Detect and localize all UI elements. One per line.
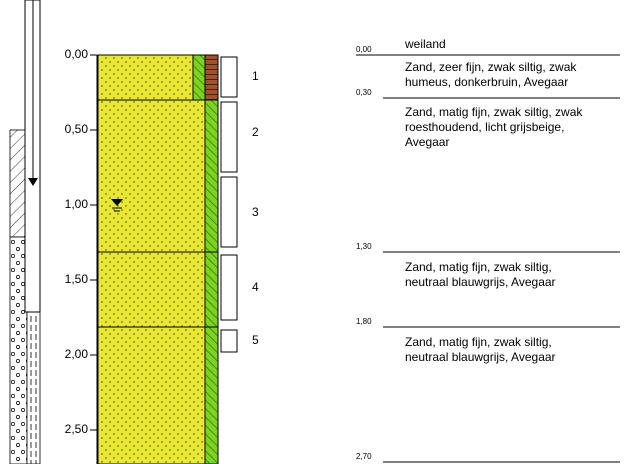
depth-label: 1,50 <box>65 272 89 286</box>
soil-column <box>98 55 218 464</box>
depth-label: 2,50 <box>65 422 89 436</box>
samples: 1 2 3 4 5 <box>221 57 259 352</box>
depth-label: 0,50 <box>65 122 89 136</box>
layer-text: Zand, matig fijn, zwak siltig, <box>405 260 552 274</box>
layer-depth: 1,80 <box>356 317 372 326</box>
layer-text: humeus, donkerbruin, Avegaar <box>405 75 568 89</box>
layer-text: neutraal blauwgrijs, Avegaar <box>405 275 556 289</box>
layer-text: neutraal blauwgrijs, Avegaar <box>405 350 556 364</box>
page: {"depth_axis": {"labels": ["0,00", "0,50… <box>0 0 624 464</box>
sample-label: 3 <box>252 205 259 219</box>
layer-text: Zand, zeer fijn, zwak siltig, zwak <box>405 60 577 74</box>
layer-text: Avegaar <box>405 135 449 149</box>
descriptions: 0,00 weiland Zand, zeer fijn, zwak silti… <box>356 37 620 462</box>
sample-label: 2 <box>252 125 259 139</box>
layer-depth: 2,70 <box>356 452 372 461</box>
layer-depth: 0,00 <box>356 45 372 54</box>
layer-text: Zand, matig fijn, zwak siltig, zwak <box>405 105 583 119</box>
depth-label: 0,00 <box>65 47 89 61</box>
layer-text: roesthoudend, licht grijsbeige, <box>405 120 564 134</box>
layer-text: weiland <box>404 37 446 51</box>
depth-axis: 0,00 0,50 1,00 1,50 2,00 2,50 <box>65 47 97 464</box>
well <box>10 0 40 464</box>
layer-depth: 1,30 <box>356 242 372 251</box>
sample-label: 5 <box>252 333 259 347</box>
sample-label: 1 <box>252 69 259 83</box>
layer-depth: 0,30 <box>356 88 372 97</box>
sample-label: 4 <box>252 280 259 294</box>
depth-label: 1,00 <box>65 197 89 211</box>
layer-text: Zand, matig fijn, zwak siltig, <box>405 335 552 349</box>
depth-label: 2,00 <box>65 347 89 361</box>
borehole-log: 0,00 0,50 1,00 1,50 2,00 2,50 1 2 3 4 5 <box>0 0 624 464</box>
